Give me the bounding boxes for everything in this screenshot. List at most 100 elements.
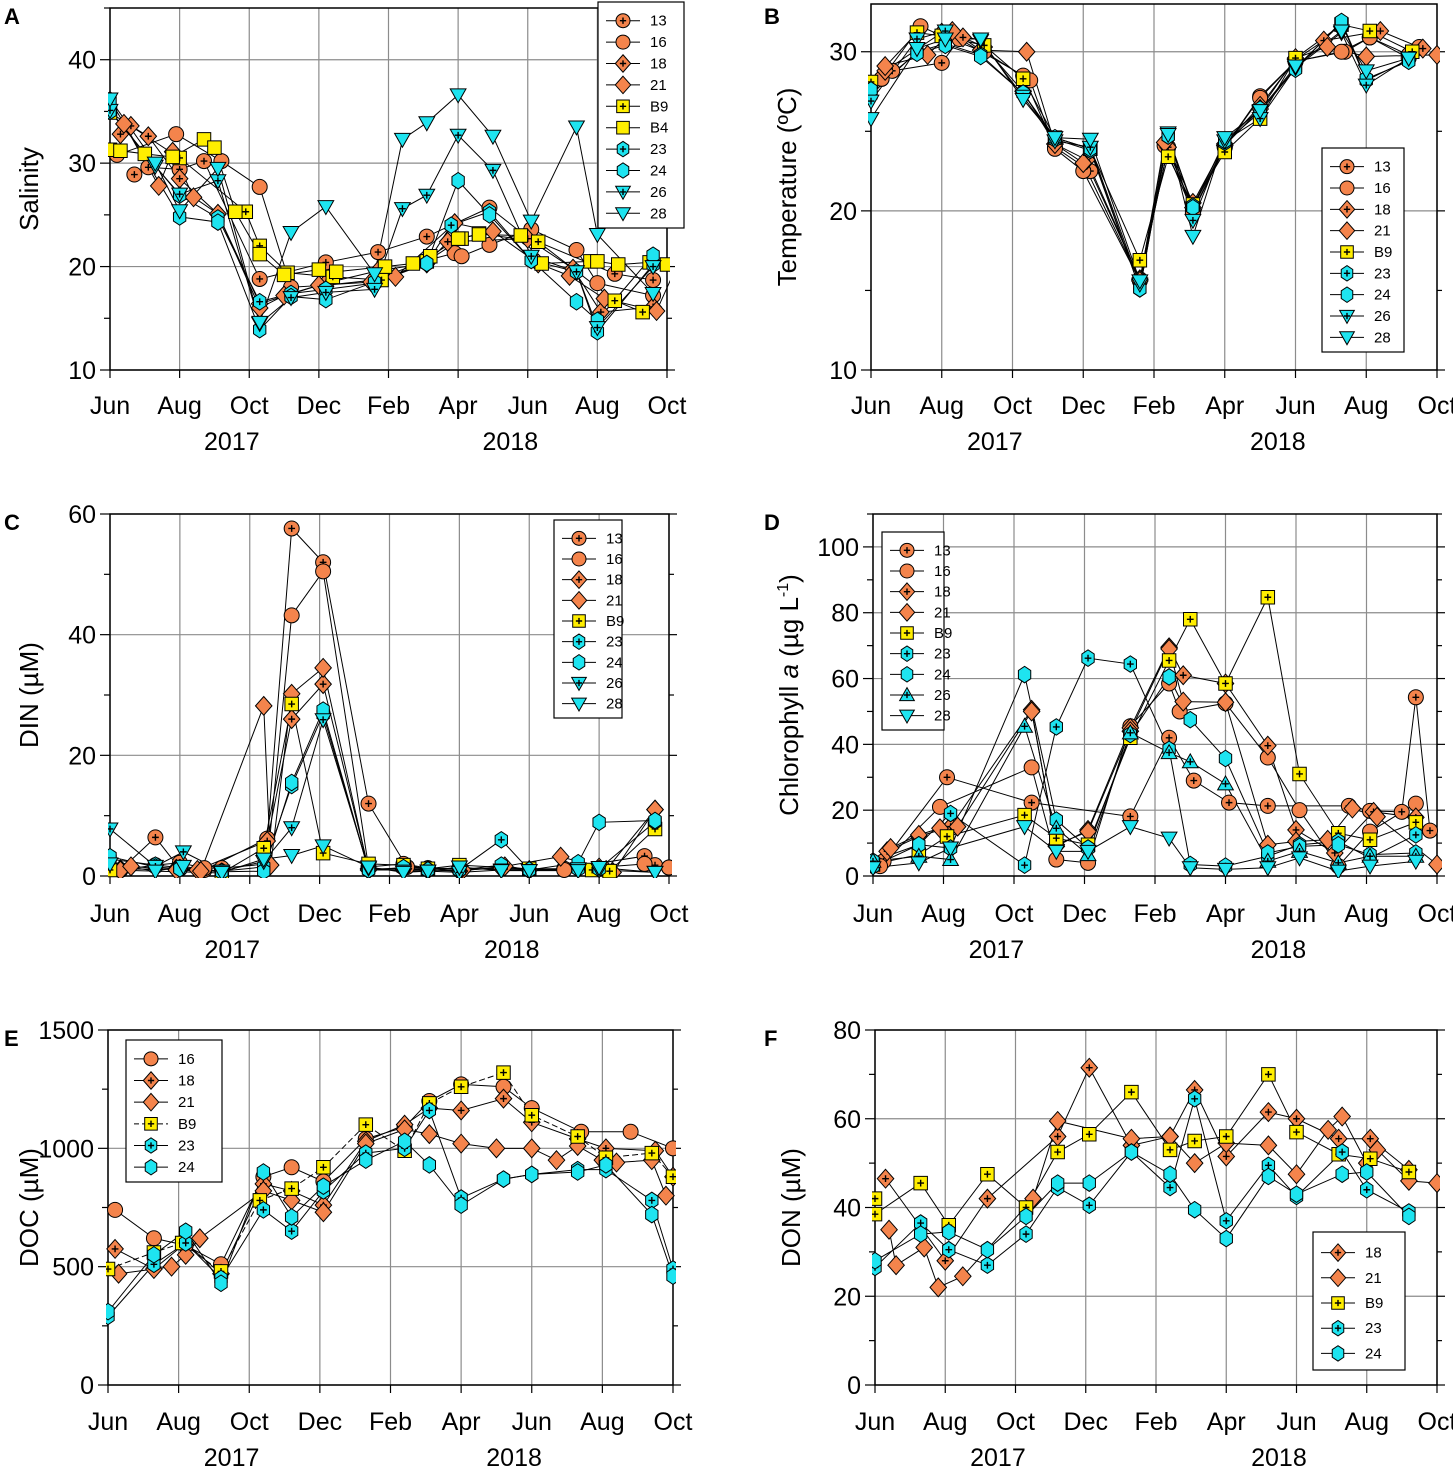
data-point-16 — [1023, 759, 1040, 776]
data-point-21 — [929, 1277, 948, 1298]
series-line-23 — [109, 712, 656, 872]
x-tick-label: Oct — [230, 900, 269, 928]
y-axis-title: DOC (µM) — [14, 1148, 44, 1267]
data-point-26 — [170, 187, 189, 204]
x-tick-label: Jun — [88, 1408, 128, 1436]
data-point-B9 — [1401, 1164, 1417, 1180]
legend-marker-28 — [570, 697, 588, 713]
data-point-B9 — [635, 304, 650, 320]
legend-label: 21 — [1374, 223, 1391, 240]
legend-label: 26 — [650, 184, 667, 201]
x-tick-label: Jun — [851, 392, 891, 420]
data-point-13 — [1023, 794, 1040, 811]
panel-letter: D — [764, 510, 780, 535]
x-tick-label: Apr — [439, 392, 478, 420]
data-point-21 — [1428, 44, 1440, 66]
data-point-26 — [588, 321, 607, 337]
y-tick-label: 20 — [833, 1283, 861, 1311]
legend-label: 13 — [934, 542, 951, 559]
legend-label: 18 — [1365, 1245, 1382, 1262]
x-tick-label: Oct — [996, 1408, 1035, 1436]
data-point-B4 — [513, 228, 529, 243]
legend: 18 21 B9 23 24 — [1312, 1231, 1406, 1371]
data-point-13 — [1393, 803, 1410, 820]
data-point-21 — [314, 657, 333, 678]
legend-marker-18 — [142, 1070, 160, 1091]
data-point-24 — [451, 171, 465, 190]
data-point-23 — [1123, 655, 1137, 673]
legend-marker-18 — [898, 582, 916, 602]
data-point-21 — [254, 695, 273, 716]
data-point-B9 — [316, 1160, 331, 1175]
year-label: 2017 — [204, 936, 260, 964]
legend-label: 24 — [606, 654, 623, 671]
year-label: 2017 — [969, 936, 1025, 964]
data-point-21 — [880, 1219, 898, 1240]
x-tick-label: Jun — [512, 1408, 552, 1436]
y-tick-label: 500 — [52, 1254, 94, 1282]
data-point-24 — [1162, 668, 1176, 686]
x-tick-label: Aug — [1344, 392, 1388, 420]
data-point-B9 — [1289, 1124, 1304, 1140]
y-tick-label: 40 — [833, 1195, 861, 1223]
data-point-13 — [370, 244, 387, 261]
data-point-B4 — [471, 227, 487, 242]
data-point-24 — [214, 1274, 228, 1293]
legend-label: B9 — [606, 613, 624, 630]
data-point-16 — [283, 607, 300, 624]
data-point-28 — [146, 156, 164, 173]
data-point-26 — [317, 285, 335, 302]
data-point-21 — [915, 1237, 934, 1258]
series-line-24 — [109, 99, 654, 331]
legend-label: 23 — [1365, 1320, 1382, 1337]
data-point-B4 — [405, 256, 421, 271]
legend-marker-23 — [1331, 1319, 1345, 1337]
data-point-13 — [933, 54, 950, 71]
data-point-24 — [1187, 1200, 1202, 1219]
x-tick-label: Aug — [577, 900, 621, 928]
data-point-28 — [393, 132, 412, 149]
data-point-26 — [418, 188, 436, 205]
legend-label: 18 — [934, 584, 951, 601]
data-point-28 — [394, 865, 413, 878]
data-point-23 — [1219, 1211, 1233, 1230]
data-point-24 — [973, 47, 988, 66]
data-point-B4 — [228, 204, 243, 220]
year-label: 2017 — [967, 428, 1023, 456]
legend-label: B9 — [934, 625, 952, 642]
data-point-B9 — [1160, 149, 1176, 165]
legend-marker-23 — [572, 633, 586, 650]
data-point-B4 — [590, 254, 605, 269]
legend-marker-B9 — [616, 99, 630, 114]
data-point-13 — [645, 272, 662, 289]
data-point-13 — [418, 228, 435, 245]
data-point-26 — [449, 128, 467, 145]
data-point-24 — [454, 1196, 468, 1214]
data-point-28 — [1079, 844, 1097, 861]
data-point-24 — [1261, 1167, 1276, 1186]
data-point-28 — [1251, 104, 1269, 120]
data-point-24 — [666, 1267, 676, 1285]
data-point-16 — [453, 248, 470, 265]
x-tick-label: Feb — [368, 900, 411, 928]
legend: 13 16 18 21 B9 B4 23 24 26 28 — [597, 1, 685, 229]
y-axis-title: DIN (µM) — [14, 642, 44, 748]
legend-label: 28 — [650, 205, 667, 222]
legend-label: 23 — [178, 1138, 195, 1155]
data-point-21 — [452, 1133, 471, 1154]
x-tick-label: Jun — [1276, 1408, 1316, 1436]
data-point-16 — [145, 1230, 162, 1247]
panel-d: D 0 20 40 60 80 100 Jun Aug Oct Dec Feb Apr Jun Aug Oct… — [764, 510, 1453, 964]
legend-label: 24 — [650, 163, 667, 180]
legend-marker-B4 — [616, 120, 630, 135]
data-point-B9 — [1260, 590, 1276, 605]
legend-label: B9 — [1374, 244, 1392, 261]
data-point-B9 — [1261, 1067, 1276, 1082]
data-point-23 — [1163, 1178, 1177, 1197]
x-tick-label: Feb — [1132, 392, 1175, 420]
data-point-21 — [420, 1124, 439, 1145]
x-tick-label: Feb — [1134, 1408, 1177, 1436]
data-point-24 — [1360, 1163, 1374, 1181]
legend-label: 21 — [650, 77, 667, 94]
